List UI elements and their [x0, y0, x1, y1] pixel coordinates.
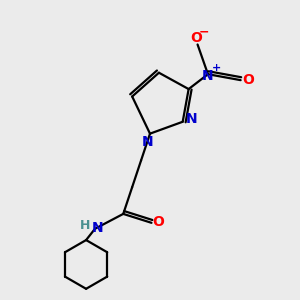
Text: O: O: [153, 215, 165, 229]
Text: −: −: [199, 26, 209, 38]
Text: O: O: [242, 73, 254, 87]
Text: H: H: [80, 219, 91, 232]
Text: +: +: [212, 63, 221, 73]
Text: N: N: [202, 69, 214, 83]
Text: N: N: [186, 112, 197, 126]
Text: N: N: [92, 221, 103, 235]
Text: O: O: [190, 31, 202, 45]
Text: N: N: [142, 135, 153, 149]
